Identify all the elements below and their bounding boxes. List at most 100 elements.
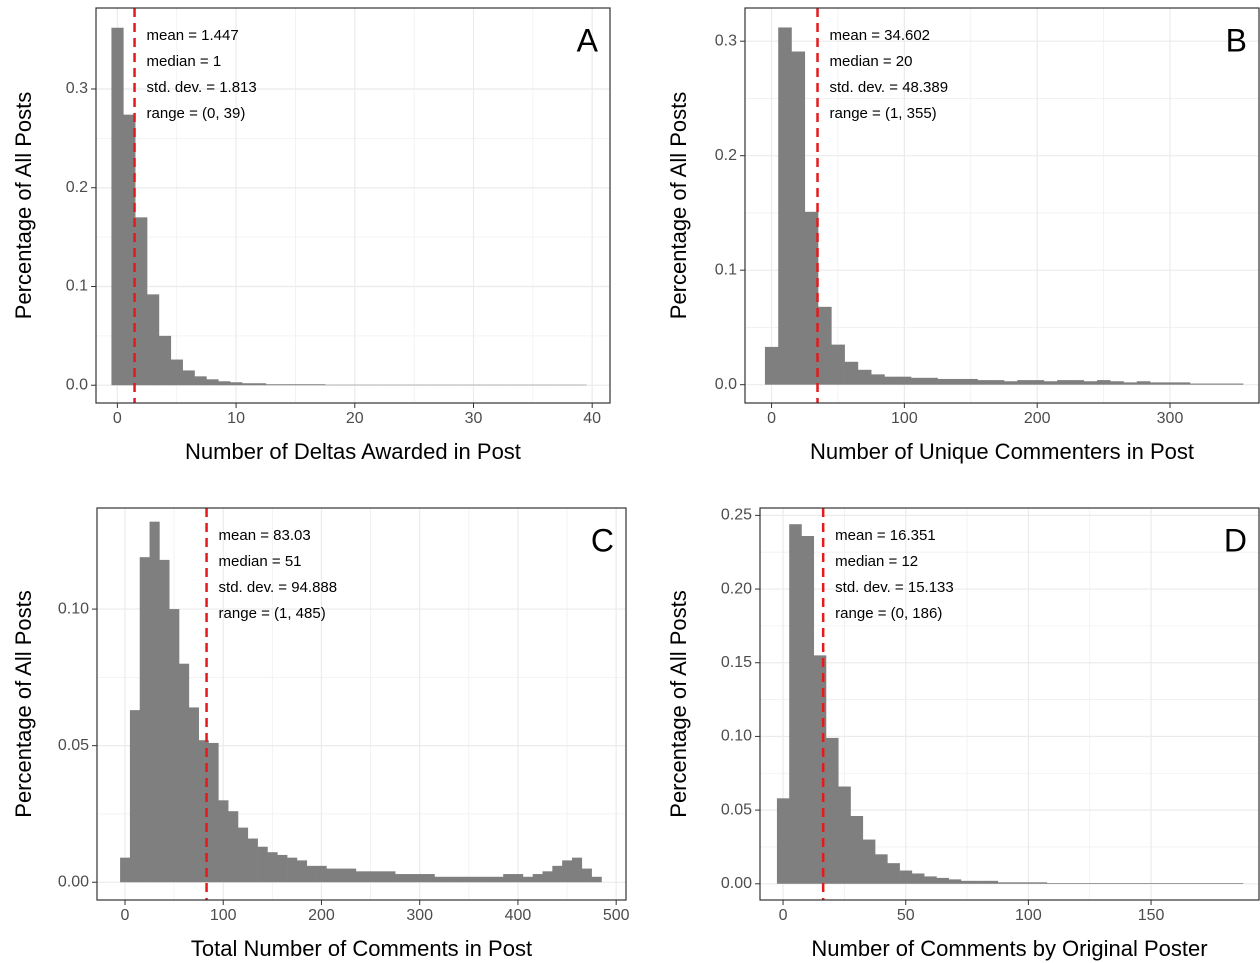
x-axis-label: Total Number of Comments in Post [191, 936, 532, 961]
x-tick-label: 10 [227, 410, 245, 427]
x-tick-label: 0 [113, 410, 122, 427]
bar [159, 559, 170, 883]
bar [1009, 882, 1023, 884]
annotation: mean = 34.602 [830, 27, 931, 44]
x-tick-label: 300 [406, 907, 433, 924]
bar [135, 217, 148, 386]
plot-border [744, 7, 1260, 404]
y-axis-label: Percentage of All Posts [666, 92, 691, 319]
plot-area [97, 508, 626, 900]
bar [1189, 383, 1204, 385]
bar [899, 870, 913, 884]
panel: 0 100 200 300 400 500 0.00 0.05 0.10 mean = 83.03… [11, 507, 630, 961]
bar [111, 27, 124, 386]
bar [296, 860, 308, 883]
annotation: range = (0, 39) [147, 105, 246, 122]
y-tick-label: 0.0 [715, 376, 737, 393]
y-tick-label: 0.3 [66, 80, 88, 97]
bar [977, 380, 992, 385]
plot-area [745, 8, 1259, 403]
bar [825, 737, 839, 884]
bar [454, 876, 465, 883]
y-tick-label: 0.3 [715, 32, 737, 49]
y-tick-label: 0.1 [715, 261, 737, 278]
bar [948, 879, 962, 884]
bar [1070, 380, 1084, 385]
plot-area [96, 8, 610, 403]
bar [1043, 381, 1058, 385]
x-tick-label: 400 [505, 907, 532, 924]
bar [228, 811, 239, 883]
bar [1157, 883, 1170, 884]
bar [1193, 883, 1207, 884]
bar [463, 876, 475, 883]
y-tick-label: 0.00 [58, 873, 89, 890]
bar [267, 852, 278, 883]
bar [289, 384, 302, 386]
bar [997, 882, 1011, 884]
bar [158, 335, 172, 386]
bar [444, 876, 455, 883]
y-tick-label: 0.05 [721, 801, 752, 818]
annotation: mean = 1.447 [147, 27, 239, 44]
annotation: median = 1 [147, 53, 222, 70]
bar [1206, 883, 1219, 884]
bar [313, 384, 326, 386]
bar [924, 377, 938, 385]
bar [542, 871, 553, 883]
bar [532, 874, 543, 883]
bar [937, 378, 952, 385]
bar [434, 876, 445, 883]
bar [1136, 381, 1151, 385]
bar [346, 868, 357, 883]
annotation: median = 51 [219, 553, 302, 570]
bar [1046, 883, 1060, 884]
bar [1110, 381, 1124, 385]
bar [1083, 883, 1097, 884]
bar [936, 877, 949, 884]
bar [850, 816, 864, 884]
bar [503, 874, 514, 883]
bar [1120, 883, 1133, 884]
bar [404, 874, 416, 883]
x-tick-label: 500 [603, 907, 630, 924]
bar [1022, 882, 1035, 884]
bar [804, 211, 819, 385]
panel: 0 100 200 300 0.0 0.1 0.2 0.3 mean = 34.602 media… [666, 7, 1260, 464]
y-tick-label: 0.2 [66, 179, 88, 196]
x-tick-label: 50 [897, 907, 915, 924]
y-tick-label: 0.10 [721, 728, 752, 745]
x-axis-label: Number of Unique Commenters in Post [810, 439, 1194, 464]
bar [170, 359, 183, 386]
bar [964, 378, 978, 385]
plot-area [760, 508, 1259, 900]
bar [149, 521, 160, 883]
bar [277, 854, 288, 883]
bar [301, 384, 314, 386]
bar [1057, 380, 1071, 385]
bar [973, 880, 986, 884]
bar [831, 344, 845, 385]
annotation: std. dev. = 15.133 [835, 579, 954, 596]
y-tick-label: 0.25 [721, 507, 752, 524]
bar [985, 880, 999, 884]
bar [198, 740, 209, 883]
bar [789, 524, 802, 884]
bar [194, 376, 207, 386]
x-tick-label: 40 [583, 410, 601, 427]
x-axis-label: Number of Comments by Original Poster [811, 936, 1207, 961]
bar [1096, 380, 1111, 385]
y-tick-label: 0.20 [721, 580, 752, 597]
bar [571, 857, 583, 883]
bar [1218, 883, 1232, 884]
panel-label: D [1224, 522, 1247, 558]
bar [562, 860, 573, 883]
bar [862, 839, 876, 884]
bar [801, 536, 815, 884]
bar [182, 370, 195, 386]
bar [257, 846, 268, 883]
bar [1071, 883, 1084, 884]
bar [265, 384, 278, 386]
x-tick-label: 100 [891, 410, 918, 427]
